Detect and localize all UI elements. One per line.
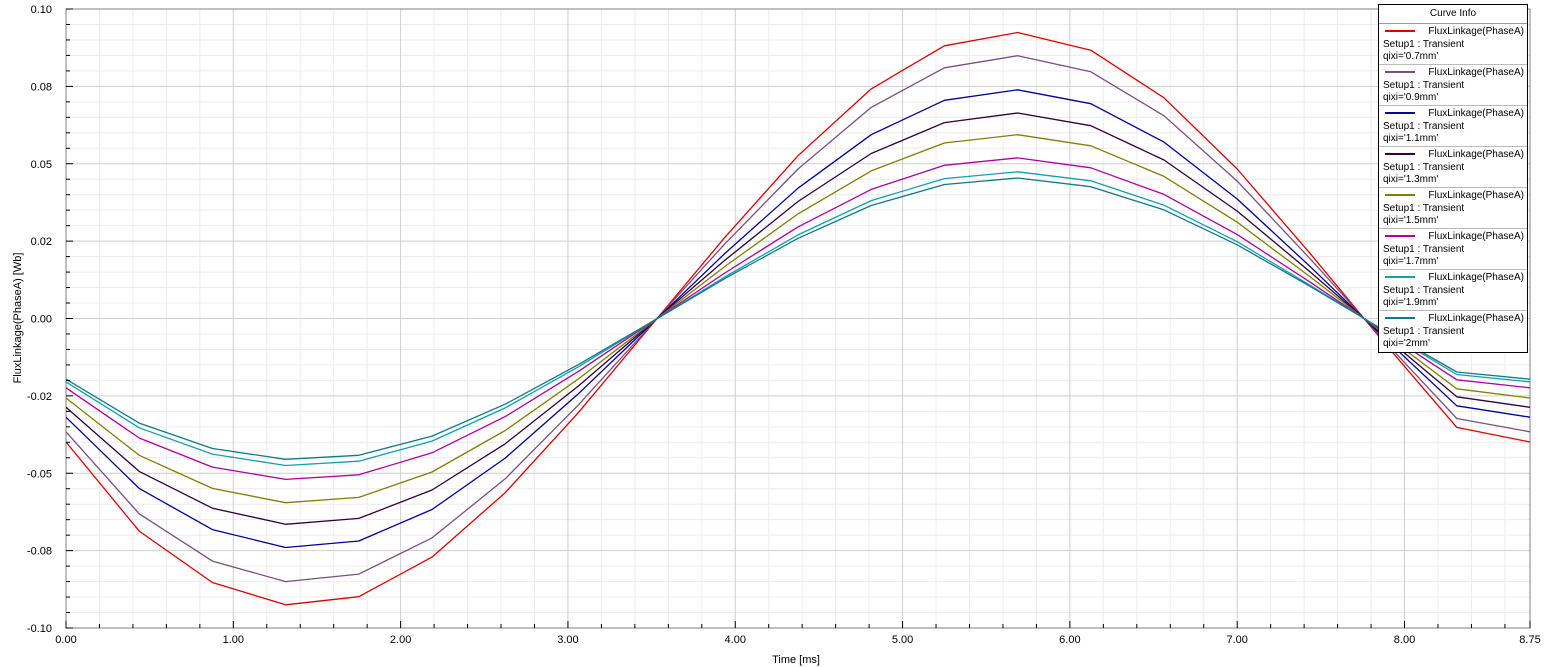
x-tick-labels: 0.00 1.00 2.00 3.00 4.00 5.00 6.00 7.00 8.00 8.75 [55,634,1540,646]
x-tick-label: 2.00 [390,634,411,646]
legend-swatch [1385,30,1415,32]
legend-entry[interactable]: FluxLinkage(PhaseA) Setup1 : Transient qix… [1379,229,1527,270]
legend-entry[interactable]: FluxLinkage(PhaseA) Setup1 : Transient qix… [1379,311,1527,352]
y-tick-label: -0.08 [27,546,52,558]
legend-name: FluxLinkage(PhaseA) [1428,26,1524,37]
legend-swatch [1385,194,1415,196]
legend-param: qixi='2mm' [1383,338,1430,349]
legend-swatch [1385,235,1415,237]
x-tick-label: 5.00 [892,634,913,646]
x-tick-label: 3.00 [557,634,578,646]
y-tick-labels: 0.10 0.08 0.05 0.02 0.00 -0.02 -0.05 -0.08 -0.10 [27,4,52,635]
series-line-2 [65,55,1531,583]
legend-setup: Setup1 : Transient [1383,285,1465,296]
legend-param: qixi='1.5mm' [1383,215,1439,226]
series-line-1 [65,31,1531,606]
legend-param: qixi='1.9mm' [1383,297,1439,308]
legend-setup: Setup1 : Transient [1383,162,1465,173]
legend-name: FluxLinkage(PhaseA) [1428,108,1524,119]
series-line-8 [65,177,1531,460]
y-tick-label: 0.02 [31,236,52,248]
x-tick-label: 8.75 [1519,634,1540,646]
series-line-3 [65,89,1531,549]
series-line-4 [65,112,1531,525]
x-tick-label: 6.00 [1059,634,1080,646]
x-tick-label: 1.00 [223,634,244,646]
series-layer [65,31,1531,606]
y-tick-label: 0.05 [31,159,52,171]
legend-param: qixi='0.9mm' [1383,92,1439,103]
legend-entry[interactable]: FluxLinkage(PhaseA) Setup1 : Transient qix… [1379,106,1527,147]
y-tick-label: -0.02 [27,391,52,403]
series-line-7 [65,171,1531,467]
legend-param: qixi='1.3mm' [1383,174,1439,185]
x-tick-label: 8.00 [1394,634,1415,646]
x-axis-title: Time [ms] [772,654,820,666]
legend-name: FluxLinkage(PhaseA) [1428,313,1524,324]
legend-swatch [1385,276,1415,278]
legend-setup: Setup1 : Transient [1383,121,1465,132]
legend-swatch [1385,153,1415,155]
legend-swatch [1385,317,1415,319]
legend-swatch [1385,112,1415,114]
series-line-6 [65,157,1531,481]
legend-param: qixi='1.7mm' [1383,256,1439,267]
legend-setup: Setup1 : Transient [1383,326,1465,337]
legend-name: FluxLinkage(PhaseA) [1428,67,1524,78]
x-tick-label: 7.00 [1226,634,1247,646]
legend-name: FluxLinkage(PhaseA) [1428,272,1524,283]
series-line-5 [65,134,1531,504]
legend-name: FluxLinkage(PhaseA) [1428,149,1524,160]
legend-setup: Setup1 : Transient [1383,80,1465,91]
y-tick-label: 0.10 [31,4,52,16]
legend-entry[interactable]: FluxLinkage(PhaseA) Setup1 : Transient qix… [1379,147,1527,188]
legend-name: FluxLinkage(PhaseA) [1428,231,1524,242]
y-tick-label: 0.08 [31,81,52,93]
legend-param: qixi='0.7mm' [1383,51,1439,62]
legend-setup: Setup1 : Transient [1383,244,1465,255]
legend-title: Curve Info [1379,5,1527,24]
legend-entry[interactable]: FluxLinkage(PhaseA) Setup1 : Transient qix… [1379,188,1527,229]
legend-name: FluxLinkage(PhaseA) [1428,190,1524,201]
legend-setup: Setup1 : Transient [1383,203,1465,214]
legend-param: qixi='1.1mm' [1383,133,1439,144]
axis-ticks [65,8,1531,629]
curve-info-legend[interactable]: Curve Info FluxLinkage(PhaseA) Setup1 : T… [1378,4,1528,353]
legend-swatch [1385,71,1415,73]
legend-entries: FluxLinkage(PhaseA) Setup1 : Transient qix… [1379,24,1527,352]
y-tick-label: -0.05 [27,468,52,480]
legend-setup: Setup1 : Transient [1383,39,1465,50]
y-tick-label: -0.10 [27,623,52,635]
legend-entry[interactable]: FluxLinkage(PhaseA) Setup1 : Transient qix… [1379,24,1527,65]
y-tick-label: 0.00 [31,314,52,326]
y-axis-title: FluxLinkage(PhaseA) [Wb] [12,253,24,384]
x-tick-label: 4.00 [725,634,746,646]
legend-entry[interactable]: FluxLinkage(PhaseA) Setup1 : Transient qix… [1379,65,1527,106]
legend-entry[interactable]: FluxLinkage(PhaseA) Setup1 : Transient qix… [1379,270,1527,311]
x-tick-label: 0.00 [55,634,76,646]
